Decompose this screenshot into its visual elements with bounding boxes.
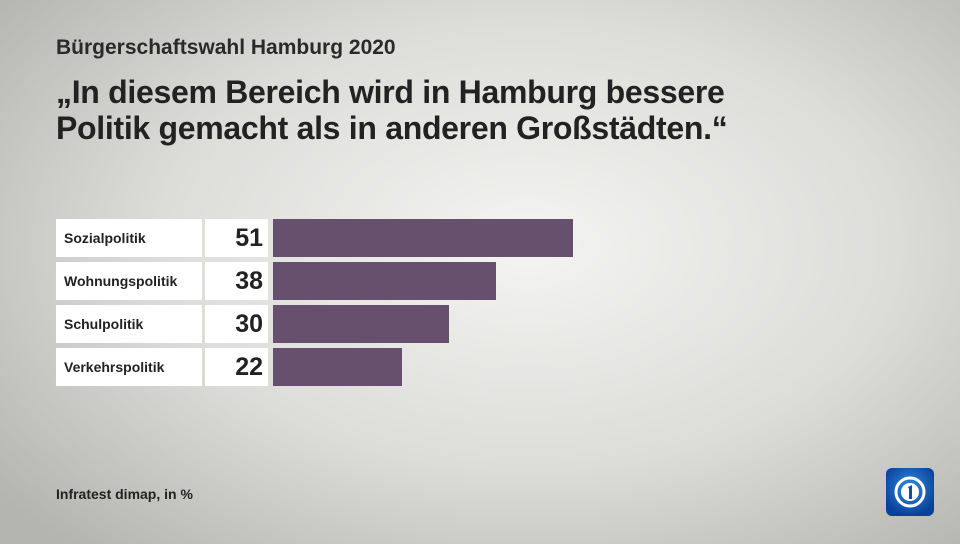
bar: [273, 348, 403, 386]
category-label: Schulpolitik: [56, 305, 202, 343]
source: Infratest dimap, in %: [56, 486, 193, 502]
bar: [273, 219, 573, 257]
category-label: Wohnungspolitik: [56, 262, 202, 300]
chart-subtitle: Bürgerschaftswahl Hamburg 2020: [56, 36, 396, 59]
category-label: Verkehrspolitik: [56, 348, 202, 386]
logo: [886, 468, 934, 516]
chart-title: „In diesem Bereich wird in Hamburg besse…: [56, 74, 728, 146]
bar: [273, 305, 450, 343]
value-label: 38: [205, 262, 268, 300]
value-label: 51: [205, 219, 268, 257]
value-label: 22: [205, 348, 268, 386]
value-label: 30: [205, 305, 268, 343]
category-label: Sozialpolitik: [56, 219, 202, 257]
bar: [273, 262, 497, 300]
